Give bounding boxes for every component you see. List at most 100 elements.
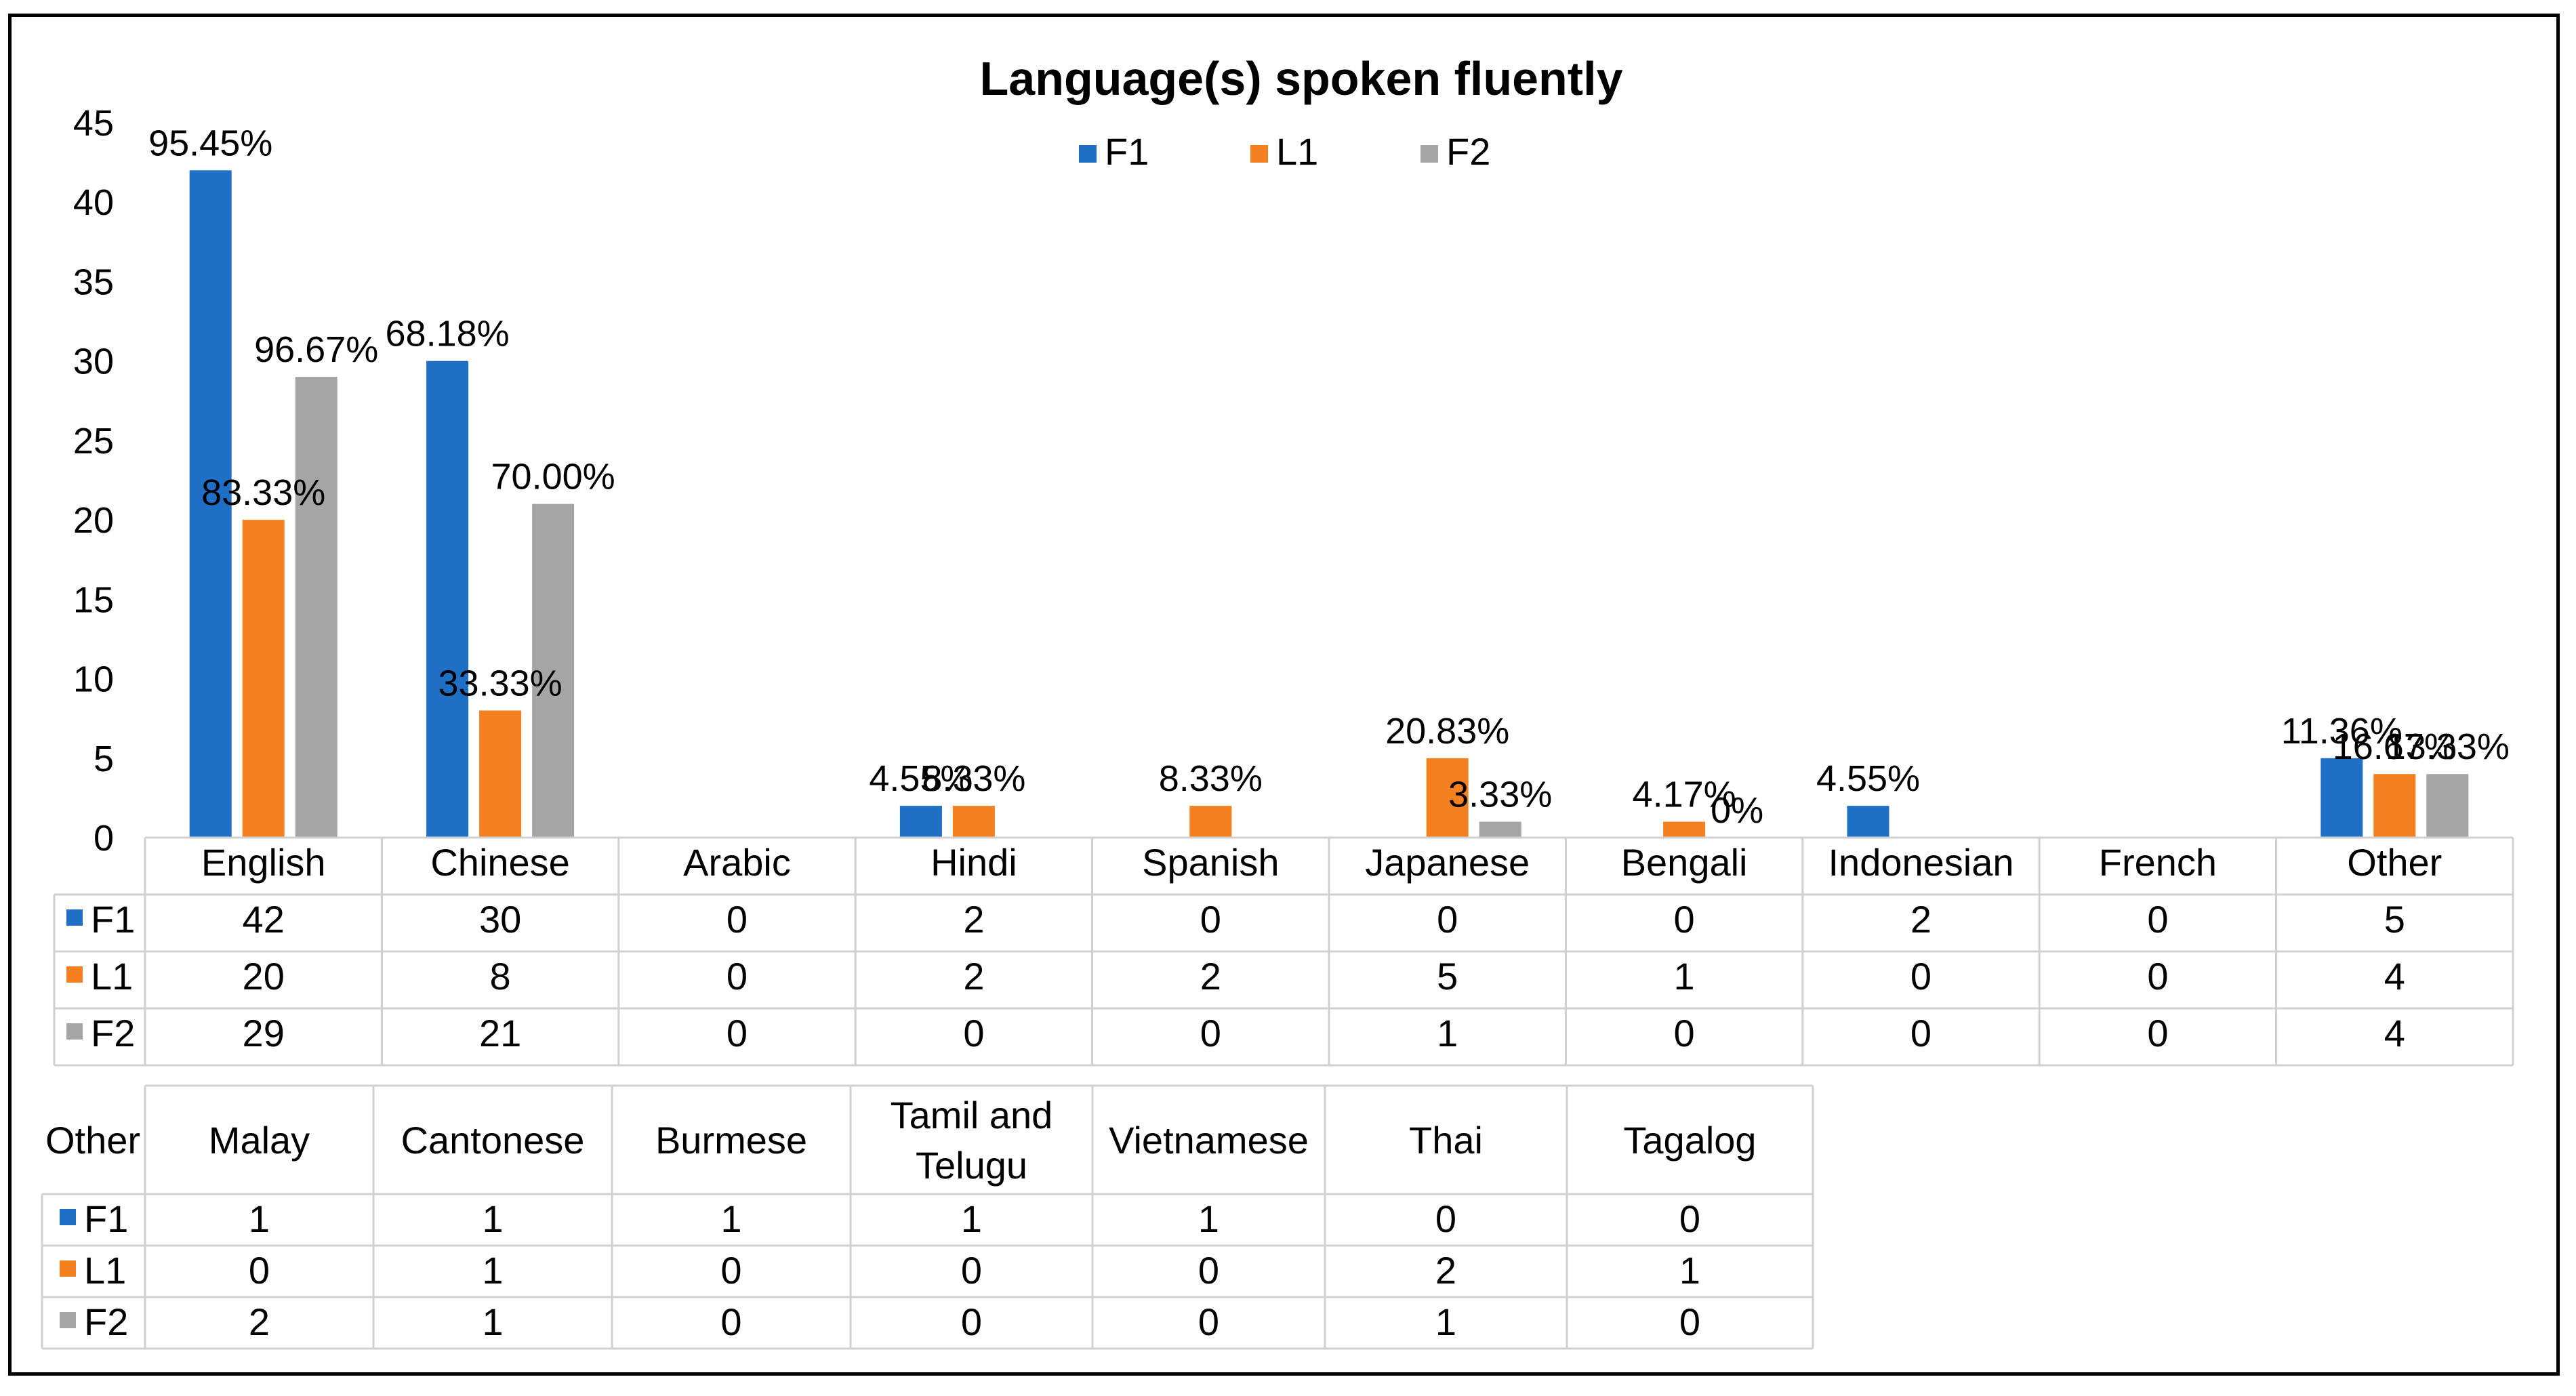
other-table-cell-value: 1	[482, 1197, 503, 1240]
other-table-legend-key-f2	[60, 1312, 76, 1328]
category-label: Indonesian	[1828, 841, 2013, 884]
category-label: Arabic	[683, 841, 791, 884]
y-tick-label: 35	[73, 262, 114, 302]
bar-f2-english	[295, 377, 338, 838]
y-tick-label: 5	[94, 739, 114, 779]
data-label: 3.33%	[1448, 775, 1552, 815]
bar-f2-other	[2426, 774, 2469, 838]
bar-f1-hindi	[899, 806, 942, 838]
other-table-cell-value: 1	[1679, 1249, 1700, 1292]
table-cell-value: 0	[727, 955, 748, 998]
category-label: Bengali	[1621, 841, 1748, 884]
other-column-header: Burmese	[655, 1119, 807, 1162]
data-table: English Chinese Arabic Hindi Spanish Japanese…	[53, 836, 2514, 1067]
bar-l1-bengali	[1663, 821, 1706, 838]
category-label: French	[2099, 841, 2217, 884]
other-column-header: Tagalog	[1623, 1119, 1756, 1162]
table-cell-value: 0	[2147, 898, 2168, 941]
y-tick-label: 0	[94, 818, 114, 859]
bar-f1-indonesian	[1847, 806, 1889, 838]
other-column-header: Cantonese	[401, 1119, 585, 1162]
category-label: Chinese	[430, 841, 569, 884]
y-tick-label: 40	[73, 182, 114, 223]
data-label: 95.45%	[148, 123, 272, 163]
data-label: 33.33%	[438, 663, 563, 703]
bars-group	[189, 170, 2469, 838]
table-cell-value: 0	[2147, 955, 2168, 998]
other-table-cell-value: 0	[720, 1249, 741, 1292]
data-label: 20.83%	[1385, 711, 1509, 752]
table-cell-value: 0	[1910, 1012, 1931, 1054]
other-table-cell-value: 0	[961, 1249, 982, 1292]
category-label: Other	[2347, 841, 2442, 884]
table-cell-value: 5	[1437, 955, 1458, 998]
other-table-cell-value: 1	[249, 1197, 270, 1240]
bar-l1-other	[2373, 774, 2416, 838]
bar-f1-other	[2321, 758, 2363, 838]
other-table-cell-value: 0	[961, 1300, 982, 1343]
category-label: Hindi	[931, 841, 1017, 884]
other-table-cell-value: 0	[1198, 1249, 1219, 1292]
y-tick-label: 20	[73, 500, 114, 541]
bar-l1-chinese	[479, 710, 522, 838]
other-table-cell-value: 1	[482, 1249, 503, 1292]
legend-label-f1: F1	[1105, 130, 1149, 173]
other-table-cell-value: 2	[249, 1300, 270, 1343]
bar-l1-japanese	[1426, 758, 1469, 838]
category-label: Spanish	[1142, 841, 1279, 884]
other-table-corner: Other	[45, 1119, 140, 1162]
bar-f1-english	[189, 170, 232, 838]
table-cell-value: 0	[1910, 955, 1931, 998]
other-table-cell-value: 0	[1679, 1300, 1700, 1343]
other-table-cell-value: 0	[1679, 1197, 1700, 1240]
y-tick-label: 45	[73, 103, 114, 144]
table-cell-value: 0	[727, 1012, 748, 1054]
data-label: 8.33%	[1159, 758, 1263, 799]
table-cell-value: 0	[727, 898, 748, 941]
table-cell-value: 21	[479, 1012, 521, 1054]
chart-title: Language(s) spoken fluently	[980, 52, 1623, 105]
y-tick-label: 25	[73, 421, 114, 461]
data-label: 8.33%	[922, 758, 1025, 799]
table-row-label: F1	[91, 898, 135, 941]
table-cell-value: 0	[1437, 898, 1458, 941]
table-cell-value: 42	[243, 898, 285, 941]
table-cell-value: 2	[963, 955, 984, 998]
legend-label-l1: L1	[1276, 130, 1318, 173]
bar-l1-hindi	[952, 806, 995, 838]
other-table-legend-key-f1	[60, 1209, 76, 1225]
table-cell-value: 0	[1200, 1012, 1221, 1054]
table-cell-value: 29	[243, 1012, 285, 1054]
other-column-header: Tamil and Telugu	[891, 1094, 1053, 1187]
table-cell-value: 2	[1200, 955, 1221, 998]
other-column-header: Malay	[209, 1119, 310, 1162]
legend-swatch-f2	[1420, 145, 1438, 163]
other-table-row-label: L1	[84, 1249, 126, 1292]
table-cell-value: 20	[243, 955, 285, 998]
table-cell-value: 1	[1437, 1012, 1458, 1054]
other-table-cell-value: 2	[1435, 1249, 1456, 1292]
other-table-cell-value: 0	[1435, 1197, 1456, 1240]
chart-legend: F1 L1 F2	[1079, 130, 1490, 173]
other-table-cell-value: 0	[1198, 1300, 1219, 1343]
table-cell-value: 1	[1674, 955, 1695, 998]
other-table-row-label: F2	[84, 1300, 128, 1343]
y-axis: 0 5 10 15 20 25 30 35 40 45	[73, 103, 114, 859]
table-legend-key-f2	[66, 1023, 83, 1040]
table-row-label: F2	[91, 1012, 135, 1054]
data-label: 4.17%	[1633, 775, 1736, 815]
legend-label-f2: F2	[1446, 130, 1490, 173]
data-label: 16.67%	[2333, 726, 2457, 767]
table-cell-value: 2	[963, 898, 984, 941]
y-tick-label: 15	[73, 579, 114, 620]
data-label: 96.67%	[254, 329, 378, 370]
data-label: 68.18%	[386, 314, 510, 354]
data-labels-group: 95.45% 68.18% 4.55% 4.55% 11.36% 83.33% 33.33%…	[148, 123, 2510, 831]
other-column-header: Thai	[1409, 1119, 1483, 1162]
other-table-cell-value: 0	[249, 1249, 270, 1292]
table-cell-value: 0	[1674, 1012, 1695, 1054]
other-table-cell-value: 0	[720, 1300, 741, 1343]
table-legend-key-l1	[66, 966, 83, 983]
y-tick-label: 10	[73, 659, 114, 700]
